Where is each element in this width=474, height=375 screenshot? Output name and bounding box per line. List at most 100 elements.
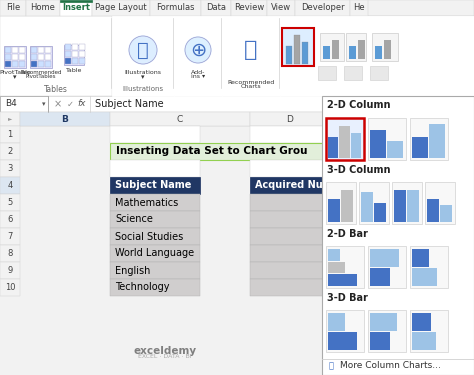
Bar [38, 61, 44, 67]
Bar [328, 249, 340, 261]
Text: 1: 1 [8, 130, 13, 139]
Bar [250, 211, 390, 228]
Bar [110, 279, 200, 296]
Bar [410, 310, 448, 352]
Bar [65, 58, 71, 64]
Bar [372, 33, 398, 61]
Text: 9: 9 [8, 266, 13, 275]
Text: 2-D Bar: 2-D Bar [327, 229, 368, 239]
Bar [330, 211, 410, 228]
Text: ▾: ▾ [141, 74, 145, 80]
Bar [65, 44, 71, 50]
Bar [0, 143, 20, 160]
Circle shape [185, 37, 211, 63]
Bar [19, 54, 25, 60]
Bar [201, 0, 231, 16]
Bar [374, 203, 386, 222]
Bar [0, 126, 20, 143]
Text: Add-: Add- [191, 69, 205, 75]
Text: 84: 84 [372, 198, 384, 207]
Bar [328, 137, 338, 158]
Bar [250, 228, 390, 245]
Text: Page Layout: Page Layout [95, 3, 147, 12]
Text: 2: 2 [8, 147, 13, 156]
Text: English: English [115, 266, 150, 276]
Bar [12, 54, 18, 60]
Bar [110, 112, 250, 126]
Bar [0, 211, 20, 228]
Bar [349, 46, 356, 59]
Bar [368, 246, 406, 288]
Bar [328, 262, 345, 273]
Bar [282, 28, 314, 66]
Bar [110, 126, 200, 143]
Bar [0, 245, 20, 262]
Bar [110, 211, 200, 228]
Text: ✓: ✓ [66, 99, 73, 108]
Text: Acquired Number: Acquired Number [255, 180, 351, 190]
Bar [392, 182, 422, 224]
Bar [110, 194, 200, 211]
Bar [368, 310, 406, 352]
Text: Charts: Charts [241, 84, 261, 88]
Text: 80: 80 [372, 266, 384, 276]
Bar [5, 61, 11, 67]
Bar [412, 268, 438, 286]
Bar [295, 0, 350, 16]
Bar [410, 246, 448, 288]
Bar [328, 274, 357, 286]
Text: He: He [353, 3, 365, 12]
Bar [174, 16, 222, 96]
Bar [20, 112, 110, 126]
Text: Recommended: Recommended [228, 80, 274, 84]
Bar [79, 58, 85, 64]
Bar [26, 0, 60, 16]
Text: Subject Name: Subject Name [115, 180, 191, 190]
Bar [326, 246, 364, 288]
Bar [0, 96, 474, 112]
Bar [286, 46, 292, 64]
Text: World Language: World Language [115, 249, 194, 258]
Text: View: View [271, 3, 291, 12]
Text: Formulas: Formulas [156, 3, 195, 12]
Text: 42: 42 [372, 282, 384, 292]
Bar [0, 0, 474, 16]
Bar [250, 245, 390, 262]
Bar [0, 177, 20, 194]
Bar [339, 126, 350, 158]
Text: exceldemy: exceldemy [134, 346, 197, 356]
Text: ⊕: ⊕ [190, 40, 206, 60]
Bar [65, 51, 71, 57]
Text: Tables: Tables [44, 84, 68, 93]
Bar [375, 46, 382, 59]
Bar [407, 190, 419, 222]
Bar [79, 44, 85, 50]
Text: 72: 72 [372, 249, 384, 258]
Bar [110, 245, 200, 262]
Text: Technology: Technology [115, 282, 170, 292]
Text: C: C [177, 114, 183, 123]
Bar [72, 51, 78, 57]
Bar [250, 160, 390, 177]
Bar [12, 61, 18, 67]
Bar [370, 313, 397, 331]
Bar [359, 182, 389, 224]
Text: File: File [6, 3, 20, 12]
Bar [330, 262, 410, 279]
Text: ⦿: ⦿ [137, 40, 149, 60]
Bar [0, 262, 20, 279]
Bar [322, 96, 474, 375]
Bar [222, 16, 280, 96]
Text: ×: × [54, 99, 62, 109]
Text: D: D [287, 114, 293, 123]
Bar [0, 96, 48, 112]
Bar [12, 47, 18, 53]
Text: Developer: Developer [301, 3, 344, 12]
Bar [387, 141, 403, 158]
Text: 7: 7 [7, 232, 13, 241]
Bar [45, 54, 51, 60]
Bar [330, 177, 410, 194]
Text: Data: Data [206, 3, 226, 12]
Bar [0, 228, 20, 245]
Bar [5, 54, 11, 60]
